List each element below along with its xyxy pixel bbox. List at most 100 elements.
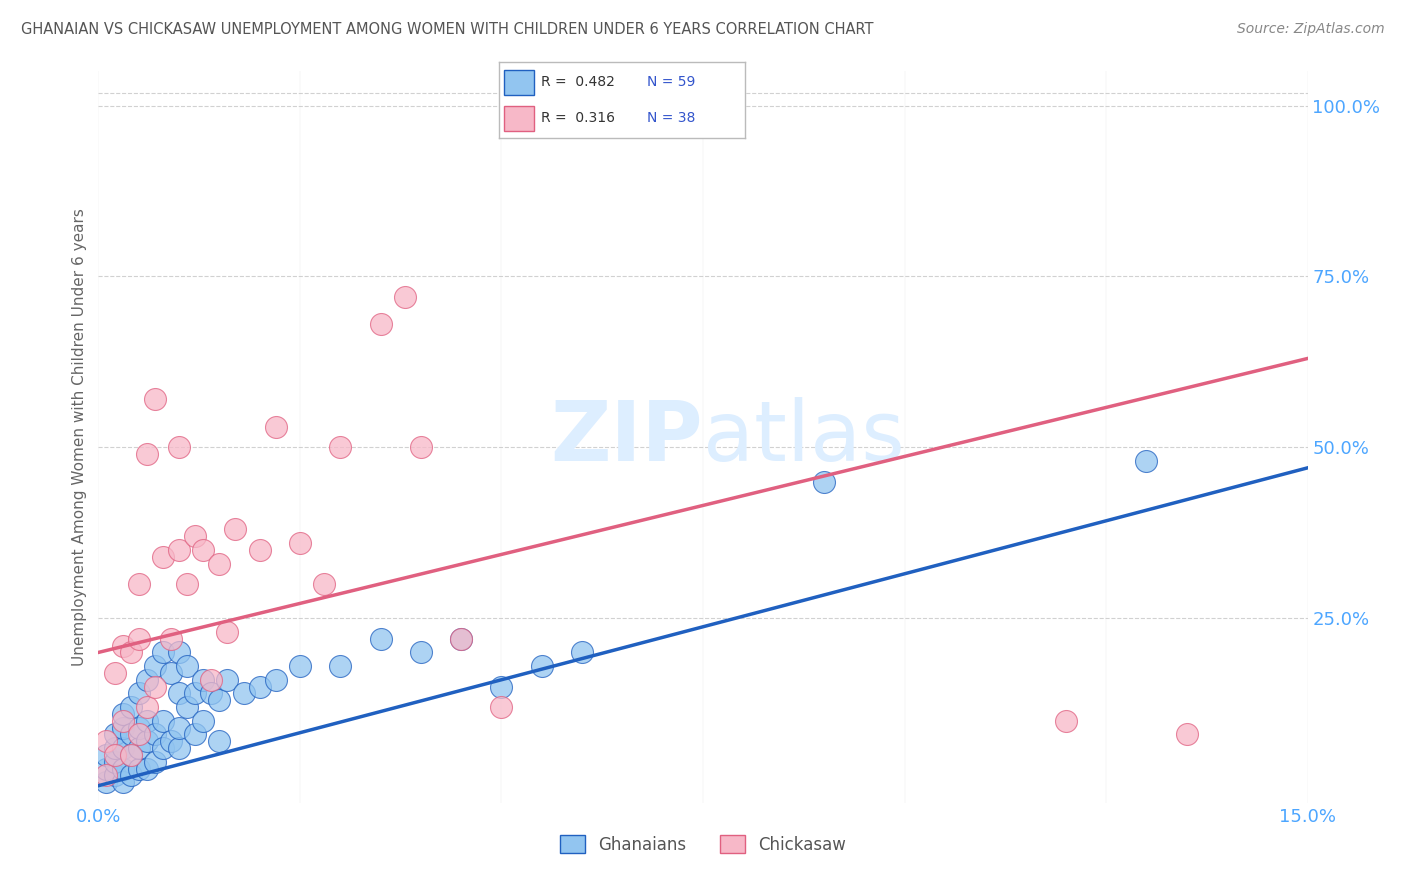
Point bbox=[167, 721, 190, 735]
Point bbox=[288, 536, 311, 550]
Point bbox=[329, 440, 352, 454]
Point bbox=[111, 762, 134, 776]
Point bbox=[152, 645, 174, 659]
Point bbox=[128, 577, 150, 591]
Point bbox=[135, 762, 157, 776]
Point bbox=[184, 727, 207, 741]
Point bbox=[176, 700, 198, 714]
Point bbox=[135, 714, 157, 728]
Point bbox=[160, 734, 183, 748]
Point bbox=[103, 665, 125, 680]
Point bbox=[491, 680, 513, 694]
Point bbox=[103, 727, 125, 741]
Point bbox=[96, 747, 118, 762]
Point bbox=[128, 762, 150, 776]
Point bbox=[96, 775, 118, 789]
Point bbox=[128, 741, 150, 756]
Text: N = 59: N = 59 bbox=[647, 75, 695, 89]
Point bbox=[120, 747, 142, 762]
Text: R =  0.316: R = 0.316 bbox=[541, 111, 614, 125]
Point bbox=[128, 686, 150, 700]
Bar bbox=[503, 70, 534, 95]
Point bbox=[167, 645, 190, 659]
Point bbox=[208, 734, 231, 748]
Point bbox=[450, 632, 472, 646]
Point bbox=[135, 673, 157, 687]
Point bbox=[1054, 714, 1077, 728]
Point bbox=[135, 700, 157, 714]
Point bbox=[103, 741, 125, 756]
Point bbox=[103, 755, 125, 769]
Point bbox=[120, 747, 142, 762]
Point bbox=[128, 727, 150, 741]
Point bbox=[193, 714, 215, 728]
Point bbox=[370, 632, 392, 646]
Point bbox=[184, 529, 207, 543]
Point bbox=[813, 475, 835, 489]
Point bbox=[111, 639, 134, 653]
Point bbox=[143, 392, 166, 407]
Point bbox=[135, 734, 157, 748]
Point bbox=[143, 680, 166, 694]
Point bbox=[167, 741, 190, 756]
Point bbox=[96, 734, 118, 748]
Point bbox=[167, 686, 190, 700]
Text: atlas: atlas bbox=[703, 397, 904, 477]
Point bbox=[120, 700, 142, 714]
Point bbox=[491, 700, 513, 714]
Point bbox=[200, 686, 222, 700]
Point bbox=[1135, 454, 1157, 468]
Point bbox=[217, 624, 239, 639]
Point bbox=[111, 714, 134, 728]
Point bbox=[249, 542, 271, 557]
Point bbox=[160, 665, 183, 680]
Bar bbox=[503, 105, 534, 130]
Point bbox=[103, 768, 125, 782]
Point bbox=[450, 632, 472, 646]
Point bbox=[120, 727, 142, 741]
Point bbox=[217, 673, 239, 687]
Point bbox=[128, 632, 150, 646]
Point bbox=[193, 542, 215, 557]
Point bbox=[370, 318, 392, 332]
Point bbox=[160, 632, 183, 646]
Point bbox=[152, 714, 174, 728]
Point bbox=[184, 686, 207, 700]
Point bbox=[143, 727, 166, 741]
Point bbox=[329, 659, 352, 673]
Text: ZIP: ZIP bbox=[551, 397, 703, 477]
Point bbox=[111, 721, 134, 735]
Point bbox=[103, 747, 125, 762]
Point bbox=[224, 522, 246, 536]
Point bbox=[143, 659, 166, 673]
Text: Source: ZipAtlas.com: Source: ZipAtlas.com bbox=[1237, 22, 1385, 37]
Point bbox=[152, 741, 174, 756]
Point bbox=[96, 762, 118, 776]
Text: R =  0.482: R = 0.482 bbox=[541, 75, 614, 89]
Point bbox=[152, 549, 174, 564]
Point bbox=[135, 447, 157, 461]
Point bbox=[96, 768, 118, 782]
Point bbox=[193, 673, 215, 687]
Y-axis label: Unemployment Among Women with Children Under 6 years: Unemployment Among Women with Children U… bbox=[72, 208, 87, 666]
Legend: Ghanaians, Chickasaw: Ghanaians, Chickasaw bbox=[554, 829, 852, 860]
Point bbox=[120, 645, 142, 659]
Point bbox=[249, 680, 271, 694]
Point bbox=[167, 440, 190, 454]
Point bbox=[264, 420, 287, 434]
Point bbox=[409, 440, 432, 454]
Point bbox=[111, 775, 134, 789]
Point bbox=[571, 645, 593, 659]
Point bbox=[264, 673, 287, 687]
Point bbox=[314, 577, 336, 591]
Text: GHANAIAN VS CHICKASAW UNEMPLOYMENT AMONG WOMEN WITH CHILDREN UNDER 6 YEARS CORRE: GHANAIAN VS CHICKASAW UNEMPLOYMENT AMONG… bbox=[21, 22, 873, 37]
Point bbox=[1175, 727, 1198, 741]
Point bbox=[128, 721, 150, 735]
Point bbox=[143, 755, 166, 769]
Text: N = 38: N = 38 bbox=[647, 111, 695, 125]
Point bbox=[167, 542, 190, 557]
Point bbox=[208, 557, 231, 571]
Point bbox=[409, 645, 432, 659]
Point bbox=[232, 686, 254, 700]
Point bbox=[208, 693, 231, 707]
